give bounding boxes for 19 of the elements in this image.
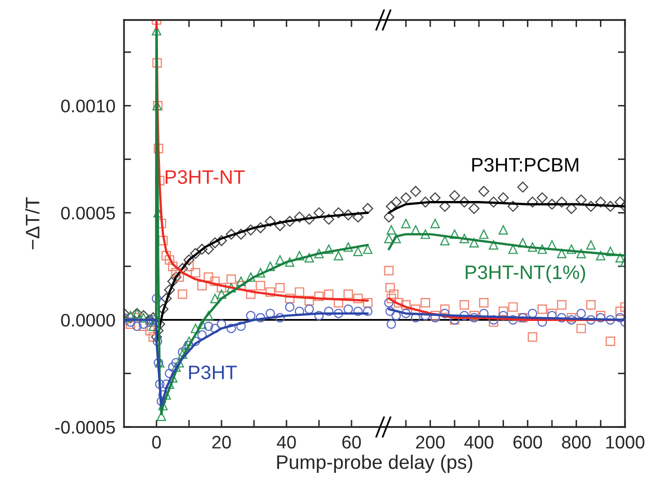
y-tick-label: 0.0000 <box>61 314 115 327</box>
series-label: P3HT <box>189 366 237 380</box>
x-tick-label: 60 <box>342 436 361 449</box>
x-tick-label: 40 <box>276 436 296 449</box>
x-tick-label: 400 <box>464 436 494 449</box>
x-tick-label: 0 <box>152 436 161 449</box>
x-tick-label: 600 <box>513 436 542 449</box>
x-axis-title: Pump-probe delay (ps) <box>277 454 472 473</box>
y-tick-label: 0.0010 <box>61 100 115 112</box>
y-tick-label: -0.0005 <box>55 420 115 434</box>
series-label: P3HT:PCBM <box>472 158 578 172</box>
x-tick-label: 20 <box>212 436 231 449</box>
x-tick-label: 200 <box>416 436 445 449</box>
y-axis-title: −ΔT/T <box>25 197 40 250</box>
series-label: P3HT-NT(1%) <box>466 264 586 284</box>
y-tick-label: 0.0005 <box>61 206 115 220</box>
x-tick-label: 1000 <box>606 436 644 449</box>
series-label: P3HT-NT <box>166 170 245 184</box>
x-tick-label: 800 <box>562 436 591 449</box>
